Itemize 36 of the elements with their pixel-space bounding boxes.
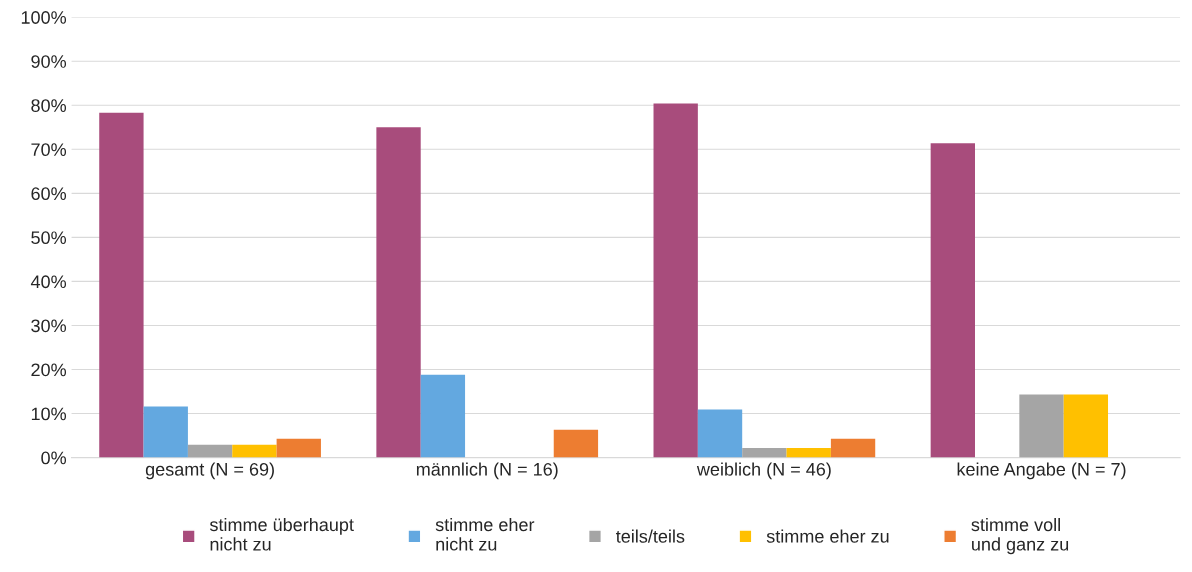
y-tick-label: 100%: [21, 11, 67, 24]
bar: [553, 429, 599, 458]
x-tick-label: gesamt (N = 69): [145, 462, 274, 480]
x-tick-label: weiblich (N = 46): [696, 462, 831, 480]
legend-label: stimme eher nicht zu: [435, 517, 535, 551]
bar: [420, 374, 466, 458]
y-tick-label: 40%: [30, 275, 67, 289]
bar: [830, 438, 876, 458]
y-tick-label: 50%: [31, 231, 67, 245]
y-tick-label: 10%: [31, 407, 67, 421]
bar: [143, 406, 188, 458]
bar: [99, 112, 144, 458]
bar: [232, 444, 277, 458]
bar: [1019, 394, 1064, 458]
x-tick-label: keine Angabe (N = 7): [957, 462, 1126, 480]
y-tick-label: 90%: [31, 55, 67, 68]
y-tick-label: 80%: [31, 99, 67, 112]
legend-label: teils/teils: [616, 529, 685, 543]
legend-label: stimme voll und ganz zu: [971, 517, 1069, 555]
legend-label: stimme eher zu: [766, 529, 889, 543]
bar: [786, 447, 831, 458]
bar: [930, 143, 975, 458]
bar: [697, 409, 743, 458]
bar: [276, 438, 321, 458]
y-tick-label: 20%: [31, 363, 67, 377]
y-tick-label: 70%: [31, 143, 67, 157]
bar: [653, 103, 698, 458]
bar: [376, 127, 421, 458]
x-tick-label: männlich (N = 16): [416, 462, 558, 480]
bar: [1063, 394, 1109, 458]
y-tick-label: 60%: [31, 187, 67, 201]
y-tick-label: 0%: [41, 451, 67, 465]
bar: [187, 444, 233, 458]
bar: [742, 447, 787, 458]
legend-label: stimme überhaupt nicht zu: [209, 517, 354, 551]
y-tick-label: 30%: [31, 319, 67, 333]
